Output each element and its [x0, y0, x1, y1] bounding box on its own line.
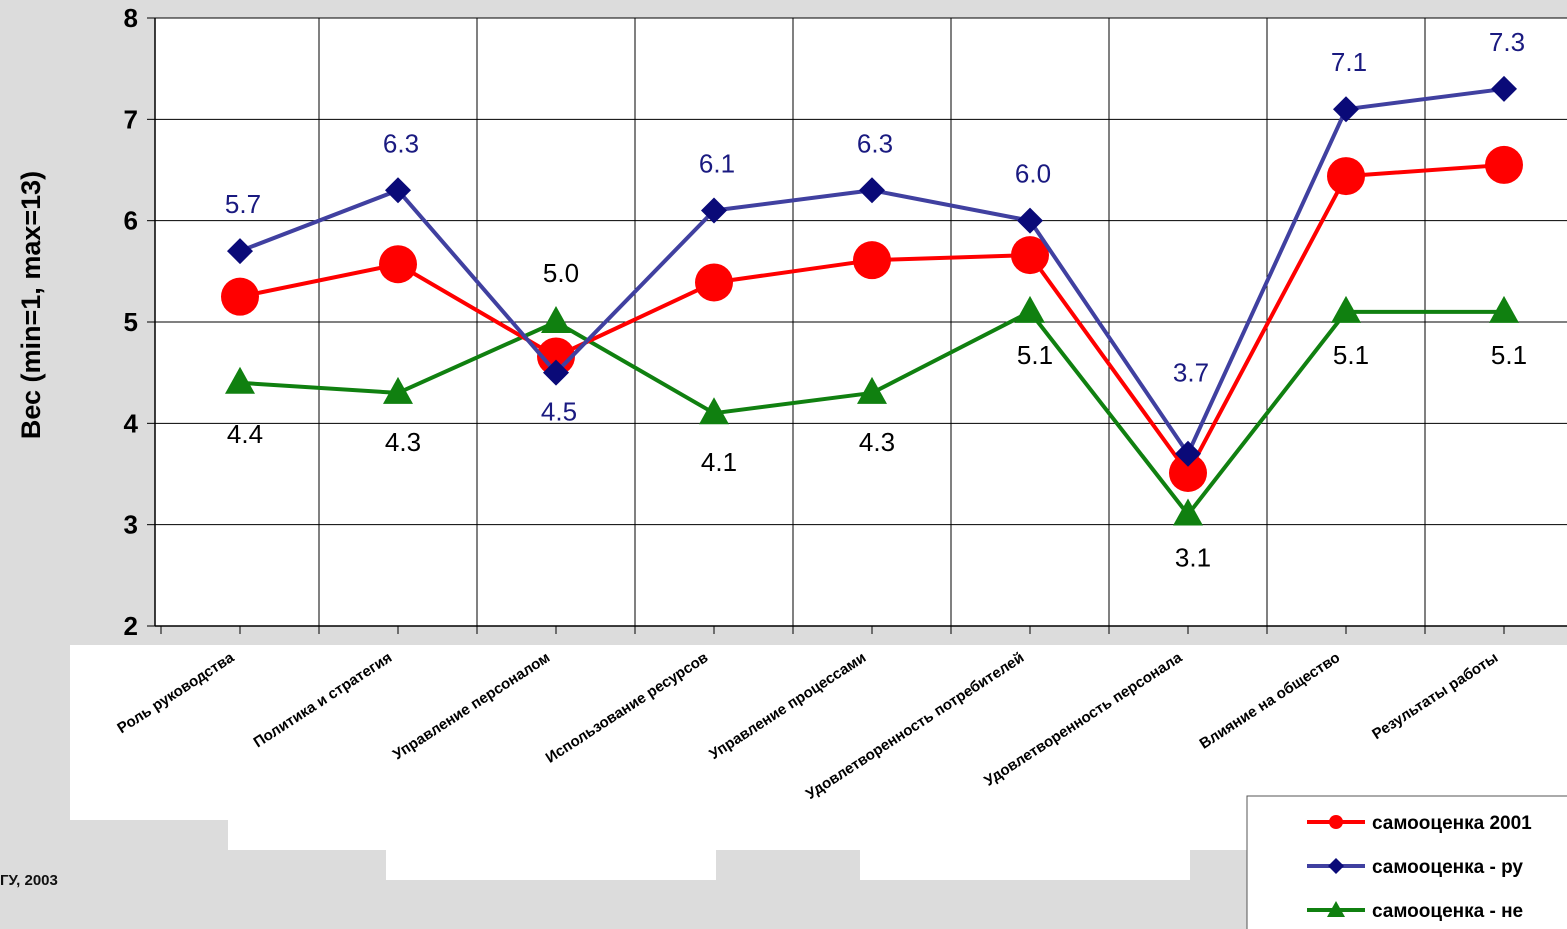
data-point-diamond: [701, 197, 727, 224]
data-point-diamond: [385, 177, 411, 204]
data-label: 5.1: [1017, 340, 1053, 370]
data-label: 7.1: [1331, 47, 1367, 77]
y-tick-label: 7: [124, 104, 138, 134]
legend-label: самооценка - не: [1372, 901, 1523, 922]
y-tick-label: 4: [124, 408, 139, 438]
data-label: 5.0: [543, 258, 579, 288]
data-labels: 5.7 6.3 4.5 6.1 6.3 6.0 3.7 7.1 7.3 4.4 4.3 5.0 4.1 4…: [225, 27, 1527, 573]
data-label: 5.7: [225, 189, 261, 219]
data-point-triangle: [1173, 498, 1203, 526]
y-tick-label: 8: [124, 3, 138, 33]
y-tick-label: 2: [124, 611, 138, 641]
data-point-circle: [1011, 236, 1049, 275]
data-label: 5.1: [1333, 340, 1369, 370]
data-point-diamond: [1333, 96, 1359, 123]
y-axis-ticks: 2 3 4 5 6 7 8: [124, 3, 155, 641]
data-label: 3.1: [1175, 543, 1211, 573]
data-label: 6.1: [699, 149, 735, 179]
legend: самооценка 2001 самооценка - ру самооценка…: [1246, 795, 1567, 929]
data-point-circle: [853, 241, 891, 280]
data-point-diamond: [543, 359, 569, 386]
legend-label: самооценка - ру: [1372, 857, 1523, 878]
data-point-triangle: [225, 366, 255, 394]
y-tick-label: 3: [124, 510, 138, 540]
data-point-triangle: [699, 397, 729, 425]
data-label: 5.1: [1491, 340, 1527, 370]
series-layer: [221, 75, 1523, 526]
legend-marker-diamond: [1328, 858, 1344, 874]
data-point-triangle: [1331, 295, 1361, 323]
data-label: 6.3: [383, 128, 419, 158]
y-axis-label: Вес (min=1, max=13): [16, 171, 46, 439]
data-label: 4.3: [385, 427, 421, 457]
data-point-triangle: [383, 376, 413, 404]
data-point-diamond: [227, 238, 253, 265]
legend-box: [1246, 795, 1567, 929]
y-tick-label: 6: [124, 206, 138, 236]
data-point-triangle: [1015, 295, 1045, 323]
y-tick-label: 5: [124, 307, 138, 337]
data-point-circle: [221, 277, 259, 316]
data-label: 6.3: [857, 128, 893, 158]
data-point-diamond: [859, 177, 885, 204]
data-label: 4.4: [227, 419, 263, 449]
data-point-triangle: [541, 306, 571, 333]
x-axis-labels: Роль руководства Политика и стратегияУпра…: [70, 645, 1567, 880]
data-label: 7.3: [1489, 27, 1525, 57]
legend-marker-triangle: [1327, 901, 1345, 917]
data-point-circle: [695, 263, 733, 302]
data-point-circle: [1169, 453, 1207, 492]
data-point-diamond: [1491, 75, 1517, 102]
data-point-circle: [537, 337, 575, 376]
data-label: 4.3: [859, 427, 895, 457]
footer-credit: ГУ, 2003: [0, 872, 58, 889]
data-label: 4.5: [541, 397, 577, 427]
data-point-diamond: [1017, 207, 1043, 234]
data-label: 6.0: [1015, 159, 1051, 189]
data-point-diamond: [1175, 440, 1201, 467]
data-point-circle: [1327, 157, 1365, 196]
data-point-triangle: [857, 376, 887, 404]
data-point-triangle: [1489, 295, 1519, 323]
data-point-circle: [379, 245, 417, 284]
legend-marker-circle: [1329, 815, 1343, 829]
legend-label: самооценка 2001: [1372, 813, 1532, 834]
data-label: 4.1: [701, 447, 737, 477]
data-point-circle: [1485, 145, 1523, 184]
data-label: 3.7: [1173, 358, 1209, 388]
